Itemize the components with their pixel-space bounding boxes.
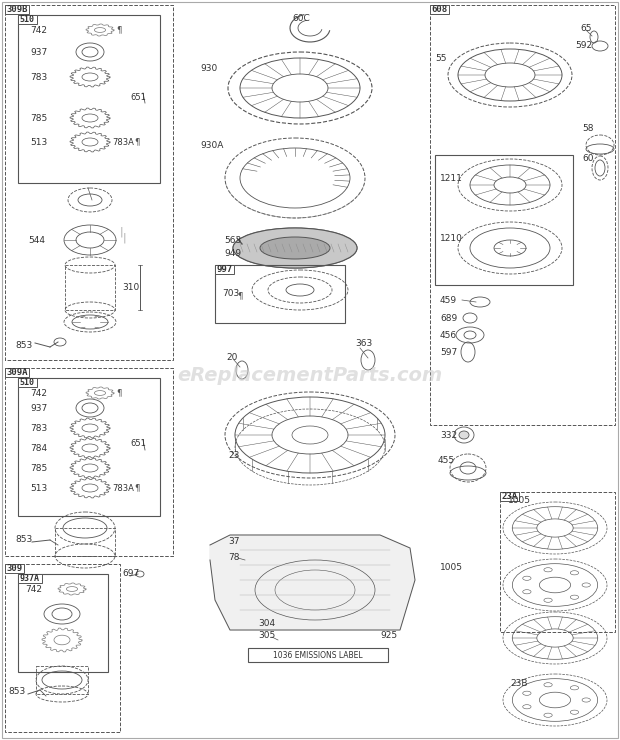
Text: 742: 742 [30,25,47,35]
Bar [5,5,173,360]
Text: 930: 930 [200,64,217,73]
Bar [215,265,345,323]
Text: |: | [123,233,126,243]
Text: 60: 60 [582,153,593,163]
Text: 510: 510 [19,15,35,24]
Text: 783: 783 [30,423,47,432]
Text: 783: 783 [30,73,47,81]
Text: 563: 563 [224,235,241,244]
Bar [5,368,173,556]
Text: 332: 332 [440,431,457,440]
Text: 651: 651 [130,92,146,101]
Text: 1005: 1005 [440,563,463,573]
Text: 20: 20 [226,352,237,362]
Bar [5,368,29,377]
Bar [5,5,29,14]
Text: 60C: 60C [292,13,310,22]
Text: 742: 742 [25,585,42,593]
Text: 510: 510 [19,378,35,387]
Text: 689: 689 [440,314,457,323]
Bar [5,564,120,732]
Ellipse shape [459,431,469,439]
Bar [18,574,108,672]
Bar [430,5,449,14]
Text: 937: 937 [30,403,47,412]
Text: 37: 37 [228,536,239,545]
Text: 55: 55 [435,53,446,62]
Text: ¶: ¶ [116,25,122,35]
Text: 455: 455 [438,456,455,465]
Text: 597: 597 [440,348,457,357]
Text: ¶: ¶ [116,388,122,397]
Text: 363: 363 [355,338,372,348]
Text: 853: 853 [15,536,32,545]
Text: 309: 309 [6,564,22,573]
Text: 1005: 1005 [508,496,531,505]
Bar [18,15,160,183]
Text: eReplacementParts.com: eReplacementParts.com [177,366,443,385]
Ellipse shape [233,228,357,268]
Text: 937A: 937A [19,574,40,583]
Bar [36,666,88,694]
Bar [55,528,115,556]
Text: 305: 305 [258,630,275,639]
Text: 853: 853 [8,687,25,696]
Text: ¶: ¶ [134,138,140,147]
Bar [430,5,615,425]
Text: 703: 703 [222,289,239,297]
Bar [5,564,24,573]
Text: 23A: 23A [502,492,518,501]
Text: 742: 742 [30,388,47,397]
Text: 651: 651 [130,439,146,448]
Text: 65: 65 [580,24,591,33]
Text: 853: 853 [15,340,32,349]
Text: 304: 304 [258,619,275,628]
Bar [18,378,37,387]
Bar [215,265,234,274]
Text: 1210: 1210 [440,234,463,243]
Text: 310: 310 [122,283,140,292]
Text: 58: 58 [582,124,593,132]
Text: 785: 785 [30,113,47,123]
Text: 1036 EMISSIONS LABEL: 1036 EMISSIONS LABEL [273,650,363,659]
Text: 592: 592 [575,41,592,50]
Text: ¶: ¶ [237,292,242,300]
Text: 949: 949 [224,249,241,258]
Text: 783A: 783A [112,138,134,147]
Text: 937: 937 [30,47,47,56]
Text: 459: 459 [440,295,457,304]
Bar [18,15,37,24]
Bar [500,492,615,632]
Text: 309A: 309A [6,368,28,377]
Text: 608: 608 [432,5,448,14]
Text: 1211: 1211 [440,173,463,183]
Text: 930A: 930A [200,141,223,149]
Text: ¶: ¶ [134,483,140,493]
Text: 785: 785 [30,463,47,473]
Text: 513: 513 [30,483,47,493]
Text: 997: 997 [216,265,232,274]
Bar [65,265,115,310]
Bar [500,492,519,501]
Bar [435,155,573,285]
Text: 23B: 23B [510,679,528,687]
Bar [18,574,42,583]
Text: 697: 697 [122,568,140,577]
Text: 784: 784 [30,443,47,452]
Text: |: | [120,226,123,238]
Polygon shape [210,535,415,630]
Text: 78: 78 [228,553,239,562]
Text: 513: 513 [30,138,47,147]
Text: 456: 456 [440,331,457,340]
Text: 23: 23 [228,451,239,460]
Text: 925: 925 [380,630,397,639]
Text: 544: 544 [28,235,45,244]
Bar [18,378,160,516]
Bar [248,648,388,662]
Ellipse shape [260,237,330,259]
Text: 783A: 783A [112,483,134,493]
Text: 309B: 309B [6,5,28,14]
